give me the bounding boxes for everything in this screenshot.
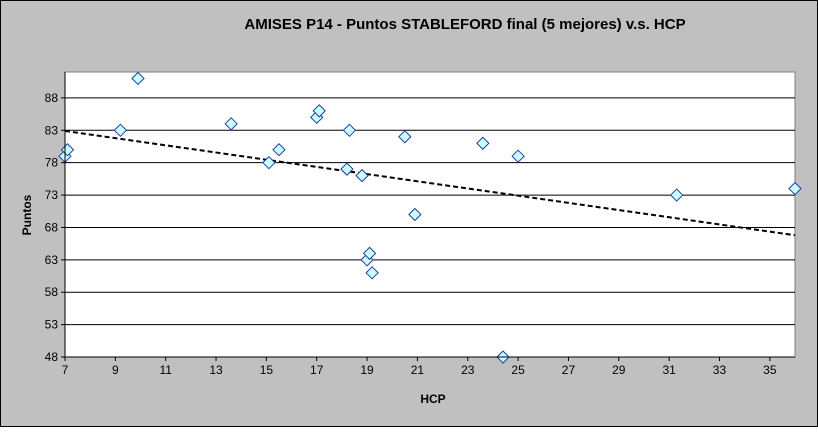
x-tick-label: 27 xyxy=(562,363,576,377)
data-point xyxy=(362,246,377,261)
y-tick-label: 53 xyxy=(45,318,59,332)
data-point xyxy=(131,71,145,86)
y-tick-label: 83 xyxy=(45,123,59,137)
x-tick-label: 33 xyxy=(713,363,727,377)
x-tick-label: 13 xyxy=(209,363,223,377)
x-tick-label: 17 xyxy=(310,363,324,377)
x-tick-label: 23 xyxy=(461,363,475,377)
data-point xyxy=(476,136,490,150)
data-point xyxy=(224,117,238,131)
x-tick-label: 11 xyxy=(159,363,172,377)
x-tick-label: 35 xyxy=(763,363,777,377)
y-tick-label: 78 xyxy=(45,156,59,170)
x-axis-ticks: 7 9 11 13 15 17 19 21 23 25 27 29 31 33 35 xyxy=(62,356,795,377)
y-tick-label: 88 xyxy=(45,91,59,105)
data-point xyxy=(312,104,326,118)
y-tick-label: 48 xyxy=(45,350,59,364)
x-tick-label: 19 xyxy=(360,363,374,377)
y-tick-label: 68 xyxy=(45,220,59,234)
data-point xyxy=(340,162,354,176)
data-point xyxy=(408,207,422,222)
data-point xyxy=(669,188,684,202)
y-axis-label: Puntos xyxy=(20,194,34,235)
data-point xyxy=(355,168,369,183)
x-axis-label: HCP xyxy=(420,392,445,406)
data-point xyxy=(511,149,525,163)
x-tick-label: 29 xyxy=(612,363,626,377)
x-tick-label: 21 xyxy=(411,363,425,377)
x-tick-label: 9 xyxy=(112,363,119,377)
data-point xyxy=(262,155,276,170)
data-point xyxy=(342,123,357,138)
trendline xyxy=(64,129,796,237)
y-tick-label: 58 xyxy=(45,285,59,299)
x-tick-label: 7 xyxy=(62,363,69,377)
y-tick-label: 73 xyxy=(45,188,59,202)
x-tick-label: 25 xyxy=(511,363,525,377)
trendline-layer xyxy=(64,129,796,237)
y-tick-label: 63 xyxy=(45,253,59,267)
x-tick-label: 31 xyxy=(662,363,676,377)
y-axis-ticks: 48 53 58 63 68 73 78 83 88 xyxy=(45,72,66,364)
data-point xyxy=(365,266,379,280)
data-point xyxy=(788,181,802,196)
data-point xyxy=(398,130,412,144)
data-points xyxy=(58,71,802,364)
data-point xyxy=(113,123,128,138)
chart-title: AMISES P14 - Puntos STABLEFORD final (5 … xyxy=(244,16,685,33)
data-point xyxy=(272,143,286,157)
plot-area xyxy=(64,71,796,358)
x-tick-label: 15 xyxy=(260,363,274,377)
